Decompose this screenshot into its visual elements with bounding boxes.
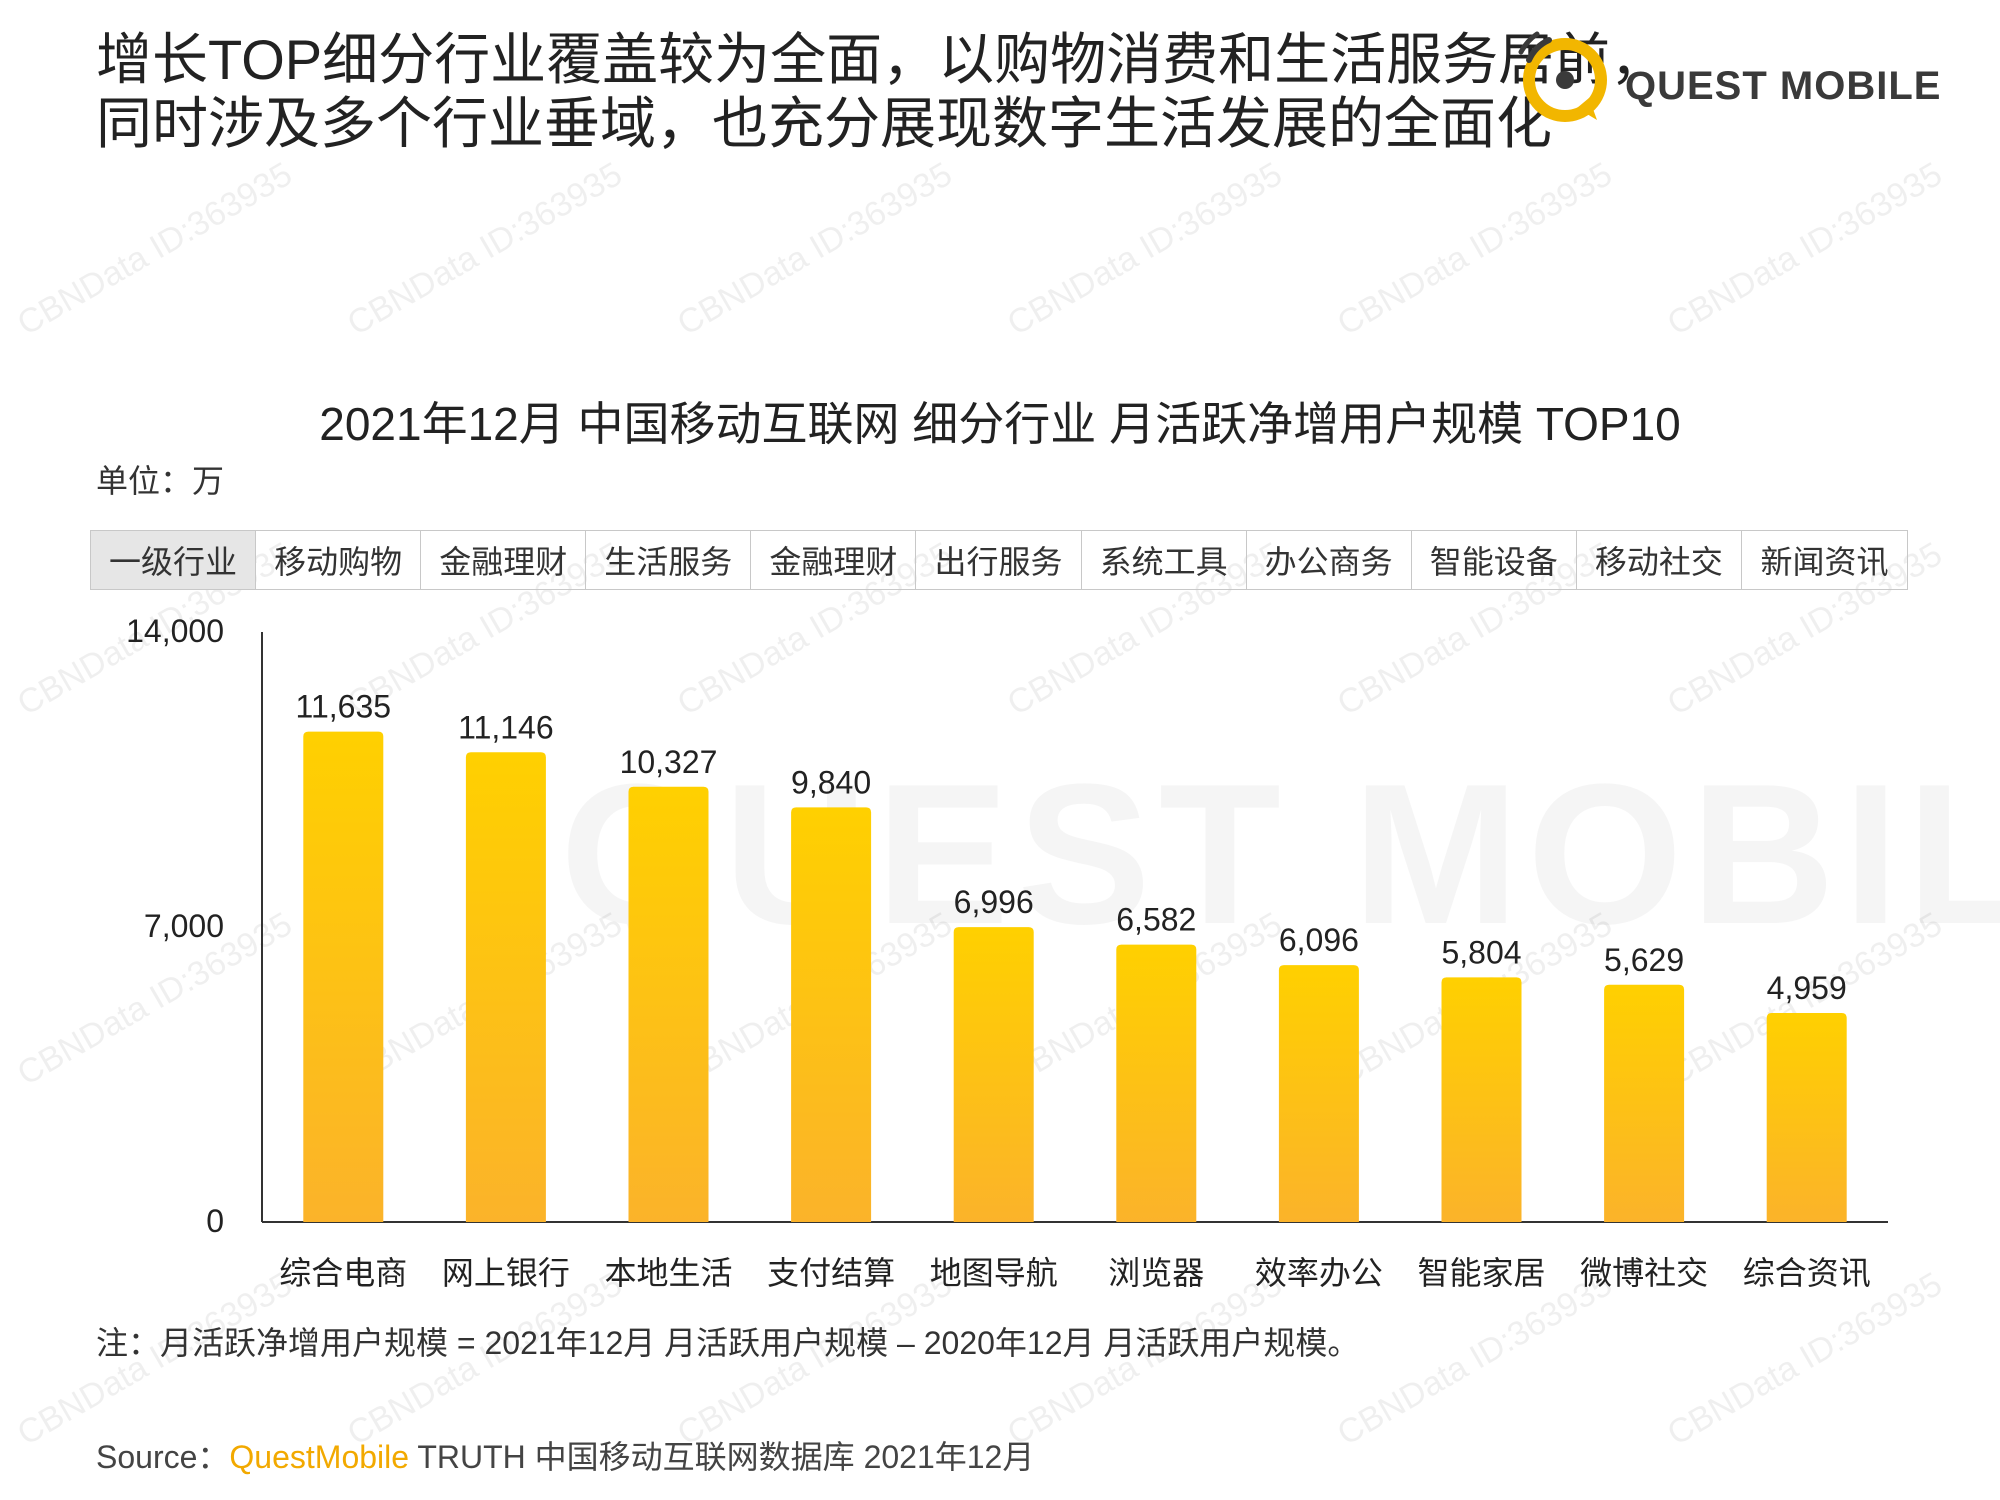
bar-value-label: 5,804	[1441, 934, 1521, 970]
category-cell: 办公商务	[1247, 531, 1412, 589]
x-tick-label: 智能家居	[1417, 1254, 1545, 1292]
bar-value-label: 5,629	[1604, 942, 1684, 978]
x-tick-label: 地图导航	[930, 1254, 1058, 1292]
source-prefix: Source：	[96, 1439, 230, 1475]
bar-value-label: 6,096	[1279, 922, 1359, 958]
category-cell: 移动社交	[1577, 531, 1742, 589]
industry-category-table: 一级行业 移动购物 金融理财 生活服务 金融理财 出行服务 系统工具 办公商务 …	[90, 530, 1908, 590]
category-cell: 新闻资讯	[1760, 544, 1889, 580]
bar	[465, 752, 546, 1222]
bar-value-label: 6,582	[1116, 902, 1196, 938]
bar	[1116, 944, 1197, 1222]
bar-value-label: 9,840	[791, 764, 871, 800]
bar-value-label: 6,996	[954, 884, 1034, 920]
source-brand: QuestMobile	[229, 1439, 410, 1475]
bar-value-label: 11,635	[296, 689, 392, 725]
bar	[1604, 984, 1685, 1222]
y-tick-label: 0	[206, 1203, 224, 1239]
x-tick-label: 效率办公	[1255, 1254, 1383, 1292]
page-headline: 增长TOP细分行业覆盖较为全面，以购物消费和生活服务居前， 同时涉及多个行业垂域…	[96, 28, 1667, 156]
bar	[953, 927, 1034, 1222]
x-tick-label: 微博社交	[1580, 1254, 1708, 1292]
x-tick-label: 网上银行	[442, 1254, 570, 1292]
logo-text: QUEST MOBILE	[1625, 64, 1942, 108]
category-cell: 智能设备	[1412, 531, 1577, 589]
quest-mobile-logo: QUEST MOBILE	[1515, 28, 1940, 128]
bar-value-label: 4,959	[1767, 970, 1847, 1006]
category-cell: 金融理财	[751, 531, 917, 589]
category-cell: 金融理财	[421, 531, 587, 589]
bar	[1441, 977, 1522, 1222]
bar	[628, 786, 709, 1222]
category-cell: 移动购物	[256, 531, 422, 589]
category-cell: 出行服务	[916, 531, 1082, 589]
footnote: 注：月活跃净增用户规模 = 2021年12月 月活跃用户规模 – 2020年12…	[96, 1325, 1360, 1361]
category-cell: 生活服务	[586, 531, 752, 589]
bar	[1278, 965, 1359, 1222]
chart-title: 2021年12月 中国移动互联网 细分行业 月活跃净增用户规模 TOP10	[319, 398, 1681, 450]
category-cell: 系统工具	[1082, 531, 1247, 589]
headline-line-1: 增长TOP细分行业覆盖较为全面，以购物消费和生活服务居前，	[96, 28, 1667, 91]
y-tick-label: 14,000	[126, 613, 224, 649]
x-tick-label: 支付结算	[767, 1254, 895, 1292]
bar	[1766, 1013, 1847, 1222]
quest-mobile-logo-icon	[1518, 31, 1607, 122]
unit-label: 单位：万	[96, 463, 225, 499]
headline-line-2: 同时涉及多个行业垂域，也充分展现数字生活发展的全面化	[96, 92, 1552, 155]
x-tick-label: 浏览器	[1108, 1254, 1204, 1292]
y-tick-label: 7,000	[144, 908, 224, 944]
bar	[791, 807, 872, 1222]
x-tick-label: 综合电商	[279, 1254, 407, 1292]
x-tick-label: 本地生活	[604, 1254, 732, 1292]
x-tick-label: 综合资讯	[1743, 1254, 1871, 1292]
source-rest: TRUTH 中国移动互联网数据库 2021年12月	[409, 1439, 1035, 1475]
category-table-header: 一级行业	[91, 531, 257, 589]
source-line: Source：QuestMobile TRUTH 中国移动互联网数据库 2021…	[96, 1432, 1034, 1478]
bar-value-label: 10,327	[620, 744, 718, 780]
bar	[303, 731, 384, 1222]
bar-value-label: 11,146	[458, 709, 554, 745]
